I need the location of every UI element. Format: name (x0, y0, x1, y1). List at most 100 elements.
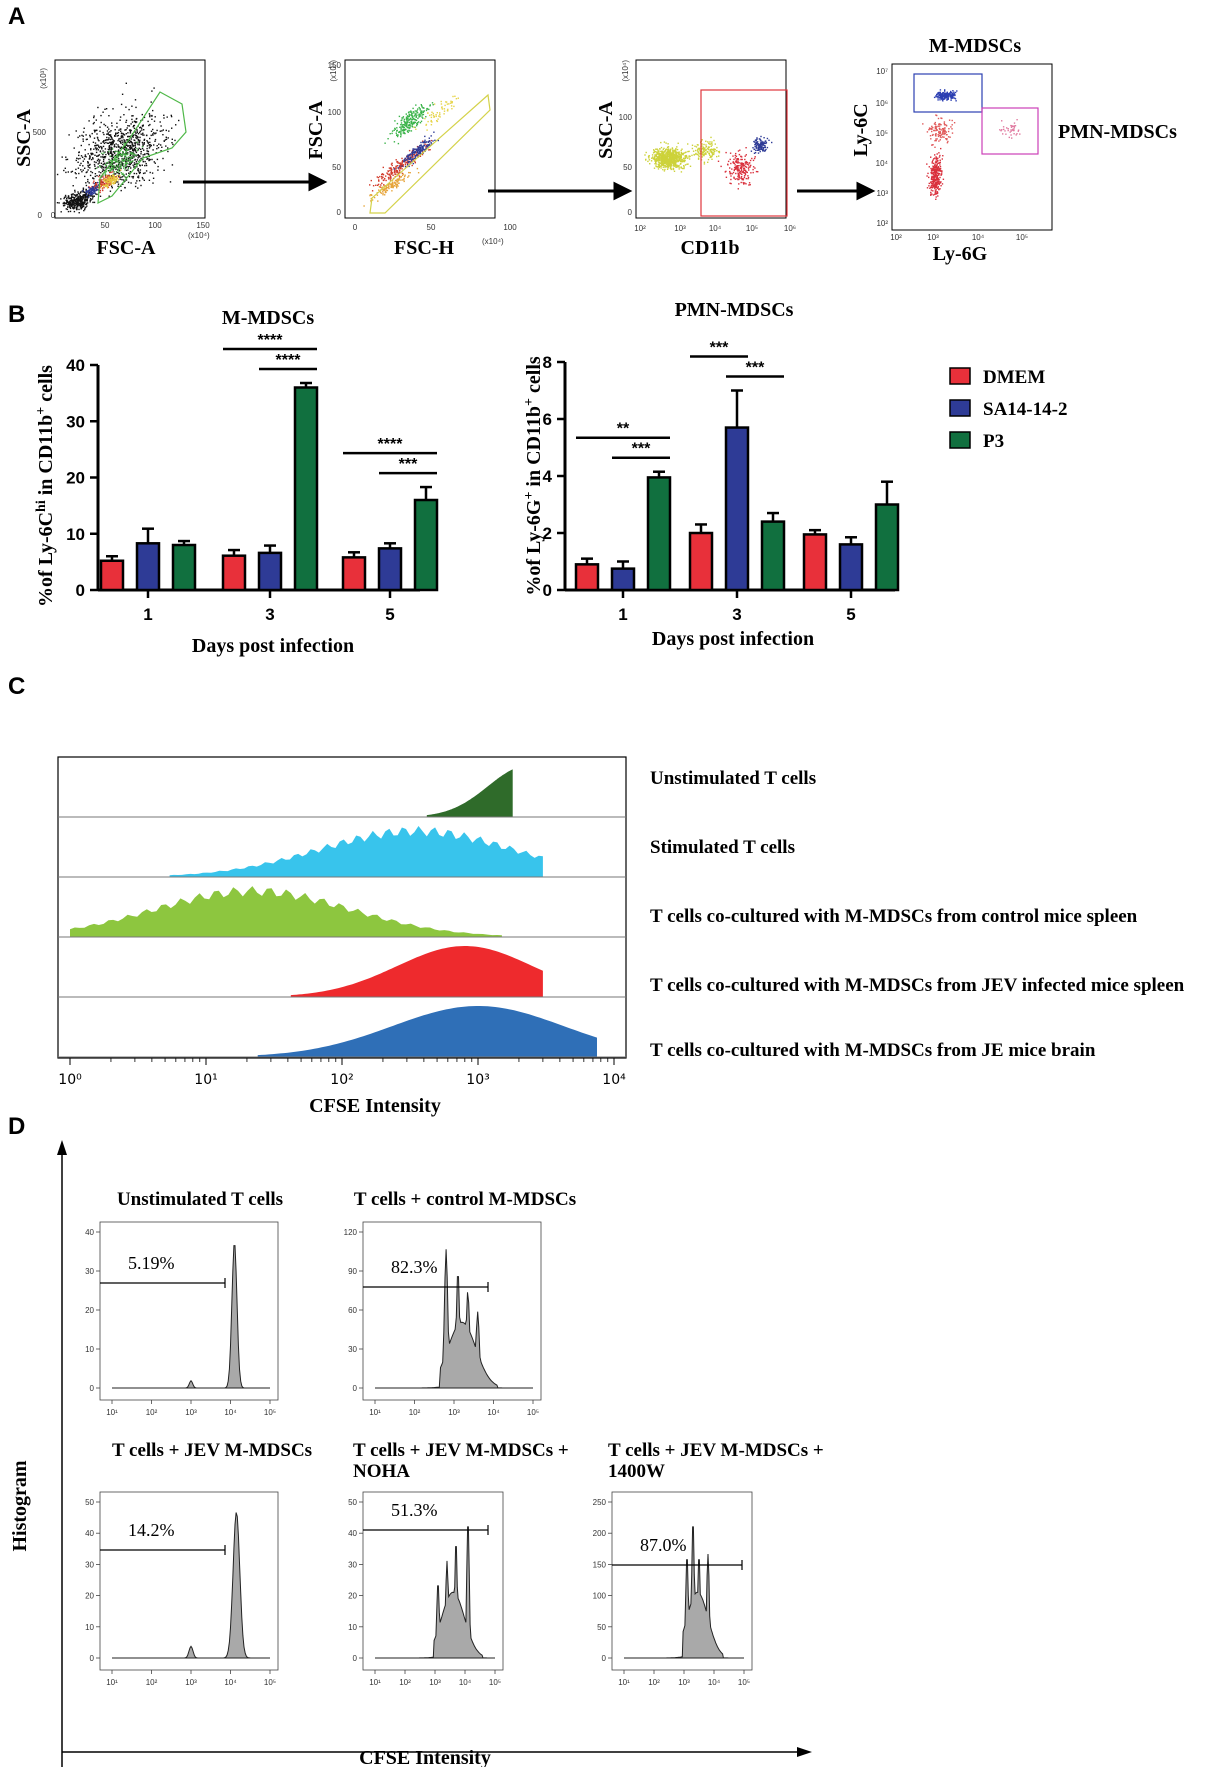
event-dot (100, 181, 102, 183)
event-dot (664, 165, 667, 167)
event-dot (395, 171, 398, 173)
event-dot (429, 144, 431, 147)
event-dot (940, 181, 942, 183)
event-dot (662, 168, 664, 171)
event-dot (698, 147, 700, 150)
event-dot (935, 114, 937, 116)
event-dot (122, 152, 124, 154)
event-dot (936, 138, 938, 140)
event-dot (89, 174, 92, 177)
event-dot (443, 110, 446, 112)
event-dot (648, 159, 651, 161)
event-dot (127, 141, 129, 143)
event-dot (107, 162, 109, 164)
event-dot (67, 206, 69, 208)
event-dot (113, 151, 115, 153)
event-dot (382, 174, 385, 176)
event-dot (80, 207, 82, 209)
event-dot (931, 134, 934, 136)
bar-sa14-14-2-day-5 (838, 543, 864, 592)
event-dot (400, 127, 402, 130)
event-dot (133, 139, 135, 141)
event-dot (86, 194, 88, 196)
event-dot (142, 156, 144, 158)
event-dot (106, 177, 108, 179)
event-dot (108, 146, 110, 148)
event-dot (684, 159, 686, 162)
event-dot (169, 181, 172, 183)
event-dot (398, 166, 400, 169)
event-dot (92, 201, 94, 204)
event-dot (435, 114, 437, 116)
event-dot (133, 162, 136, 164)
event-dot (107, 182, 109, 184)
event-dot (658, 154, 660, 157)
event-dot (1007, 128, 1009, 130)
event-dot (668, 155, 670, 157)
event-dot (124, 155, 126, 158)
event-dot (410, 153, 412, 155)
event-dot (674, 156, 677, 158)
event-dot (654, 155, 656, 158)
event-dot (391, 172, 393, 175)
gate-percentage: 82.3% (391, 1257, 438, 1277)
event-dot (754, 151, 757, 154)
event-dot (744, 182, 746, 184)
event-dot (127, 160, 130, 162)
event-dot (662, 148, 664, 151)
event-dot (79, 197, 82, 200)
event-dot (130, 153, 132, 155)
event-dot (951, 92, 954, 95)
event-dot (454, 95, 456, 97)
event-dot (425, 141, 428, 143)
histogram-frame (99, 1491, 279, 1671)
event-dot (129, 148, 132, 150)
event-dot (668, 158, 671, 161)
event-dot (100, 142, 102, 144)
event-dot (101, 156, 104, 158)
event-dot (1016, 133, 1018, 135)
event-dot (671, 147, 674, 149)
event-dot (659, 157, 661, 159)
event-dot (94, 175, 96, 178)
event-dot (82, 165, 84, 167)
event-dot (135, 182, 137, 184)
event-dot (137, 133, 140, 135)
event-dot (952, 90, 954, 92)
event-dot (659, 148, 661, 150)
event-dot (936, 184, 938, 186)
event-dot (109, 190, 112, 192)
event-dot (160, 150, 162, 152)
event-dot (662, 157, 665, 159)
event-dot (66, 208, 69, 211)
event-dot (933, 178, 935, 180)
event-dot (394, 179, 397, 182)
tick: 100 (503, 223, 517, 232)
event-dot (68, 201, 71, 204)
event-dot (80, 208, 82, 210)
event-dot (119, 141, 122, 144)
event-dot (942, 100, 944, 102)
event-dot (655, 165, 657, 167)
event-dot (125, 106, 127, 108)
event-dot (120, 136, 123, 139)
event-dot (663, 152, 665, 154)
event-dot (385, 189, 387, 192)
event-dot (69, 203, 71, 206)
event-dot (937, 117, 940, 120)
event-dot (417, 146, 419, 148)
event-dot (82, 190, 84, 192)
event-dot (934, 154, 936, 156)
event-dot (133, 142, 136, 144)
event-dot (389, 183, 391, 185)
event-dot (100, 162, 103, 164)
event-dot (140, 127, 143, 129)
event-dot (940, 136, 942, 139)
event-dot (417, 155, 419, 157)
event-dot (118, 173, 120, 175)
event-dot (89, 194, 92, 196)
event-dot (156, 158, 159, 161)
event-dot (663, 153, 665, 156)
event-dot (376, 176, 378, 178)
event-dot (654, 154, 656, 156)
